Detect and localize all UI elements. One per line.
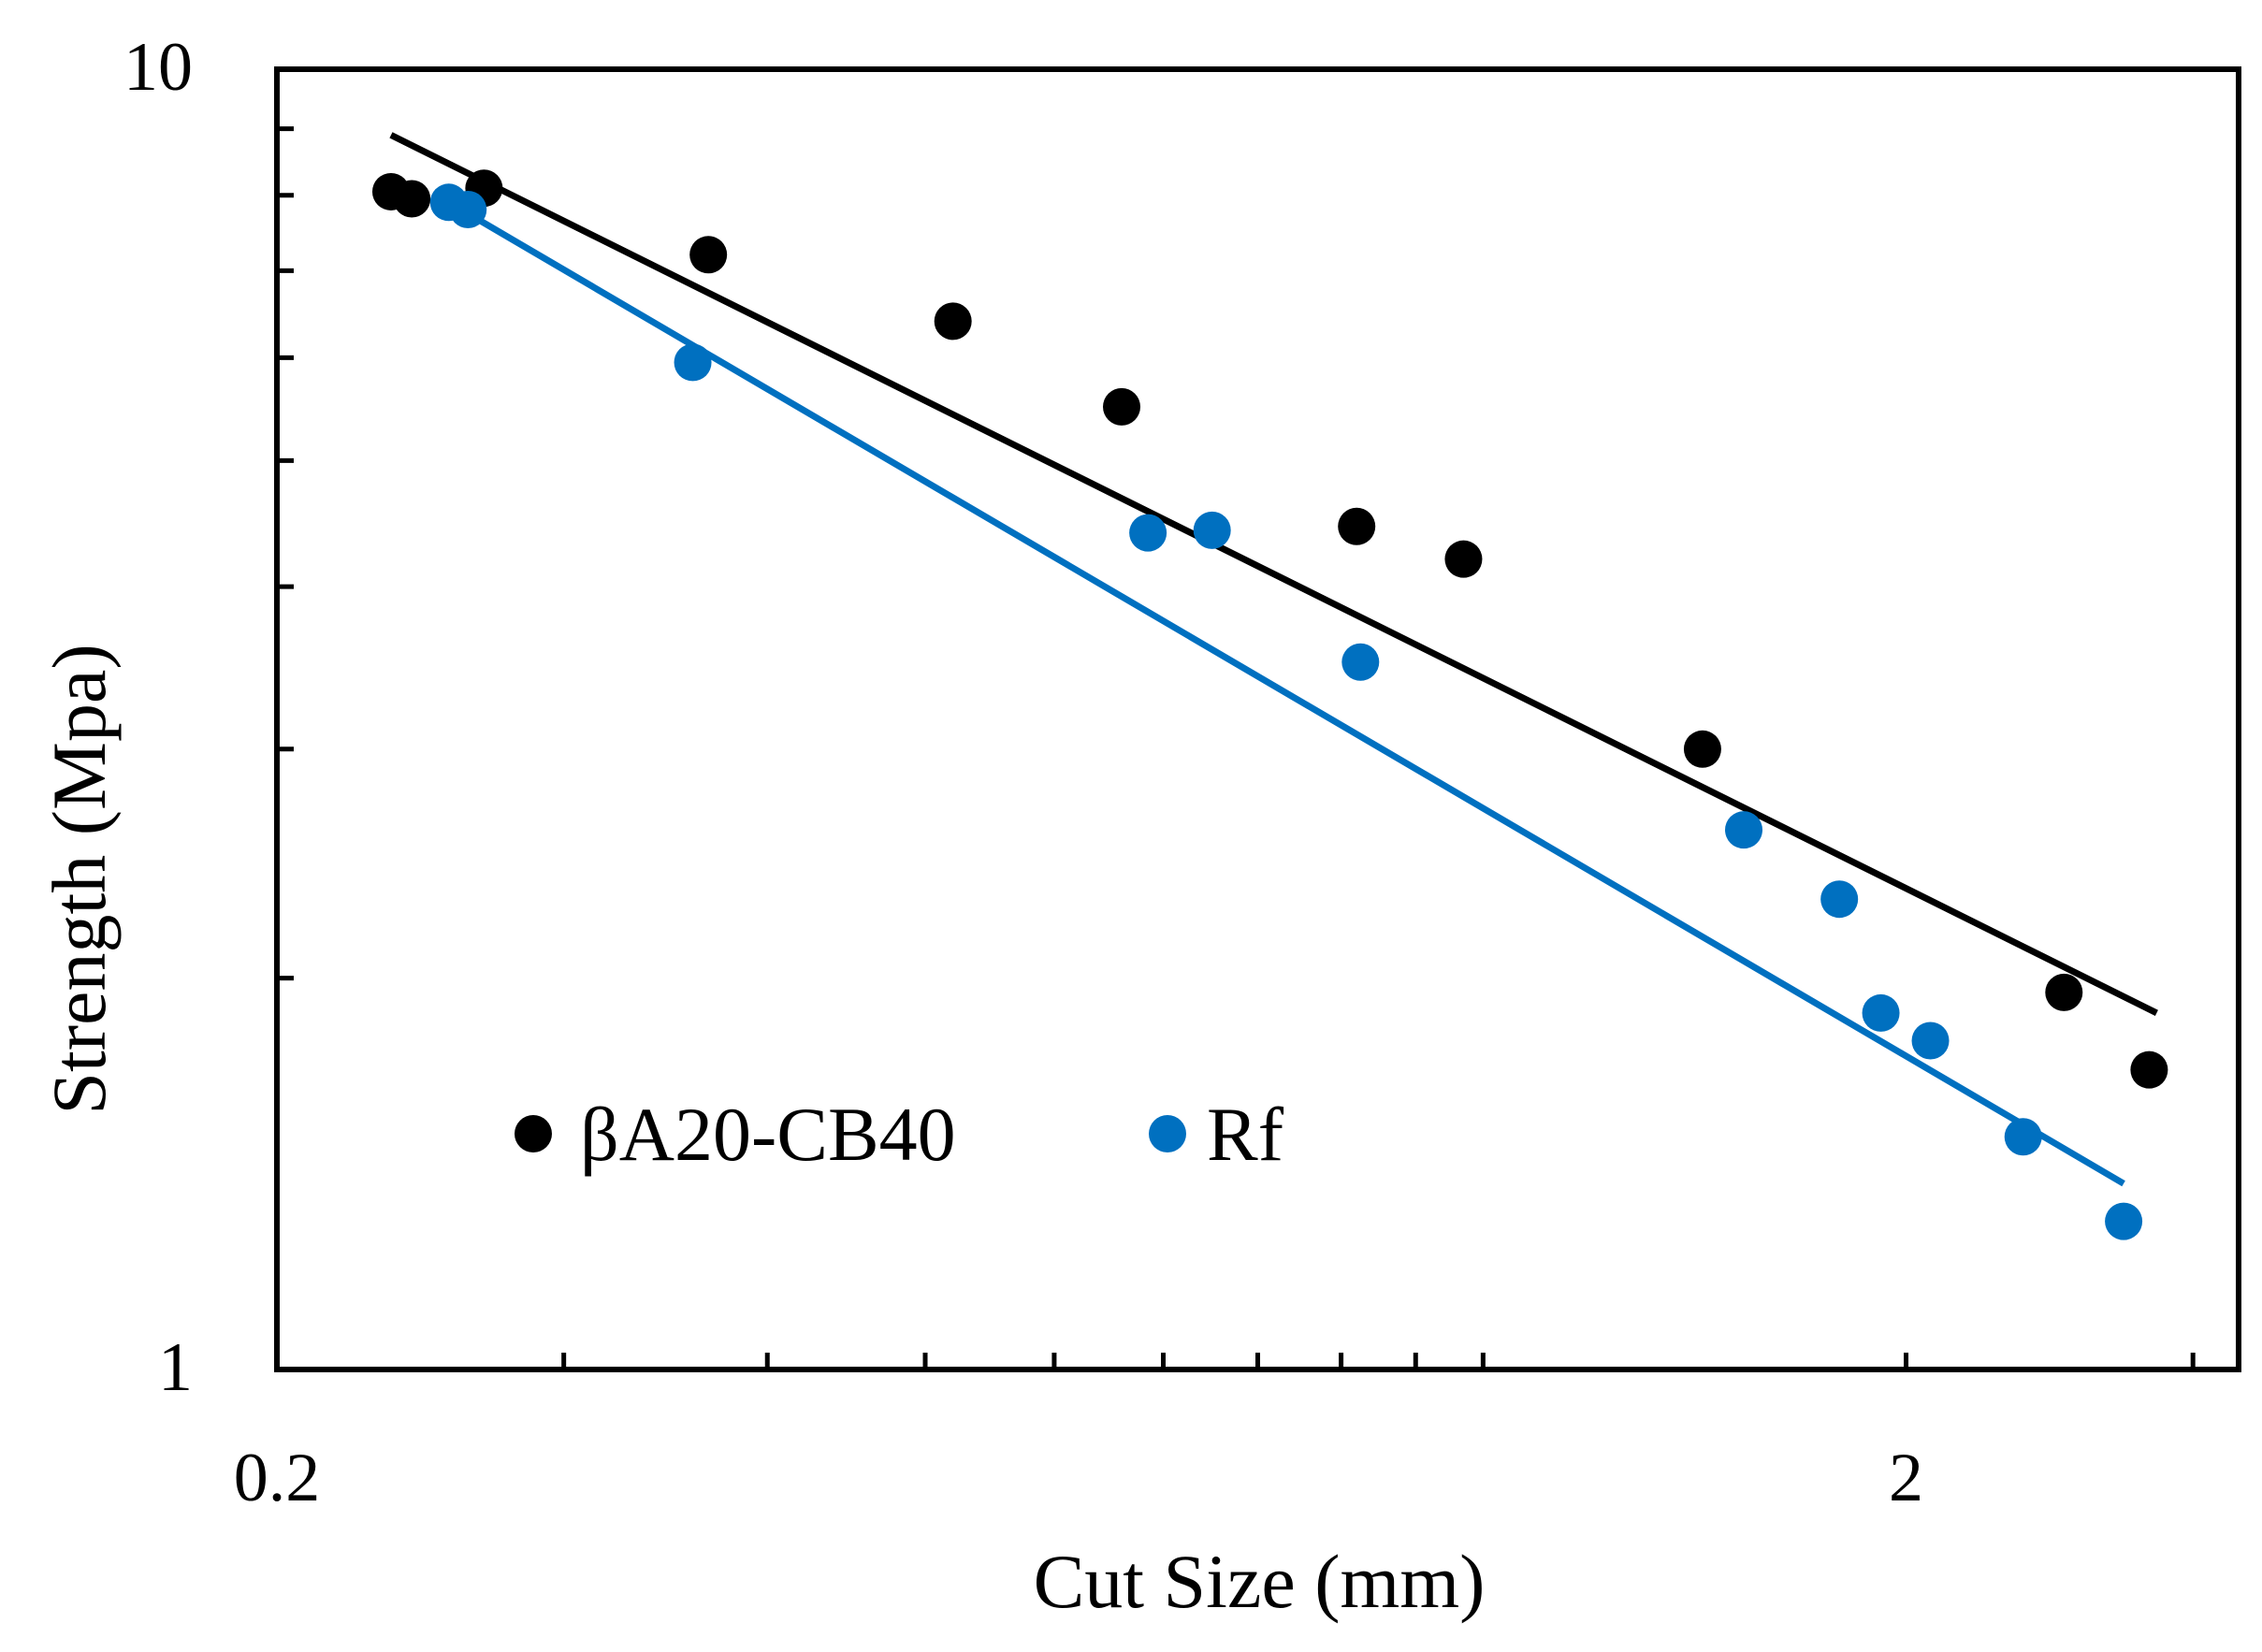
data-point-series-1 (1444, 540, 1483, 578)
data-point-series-1 (1103, 387, 1141, 426)
legend-label-series-2: Rf (1207, 1092, 1284, 1177)
legend-label-series-1: βA20-CB40 (580, 1092, 956, 1177)
data-point-series-1 (689, 236, 728, 274)
y-tick-label: 1 (158, 1329, 193, 1406)
x-axis-title: Cut Size (mm) (1034, 1539, 1486, 1624)
legend: βA20-CB40 Rf (515, 1092, 1284, 1177)
data-point-series-1 (1683, 730, 1721, 768)
data-point-series-1 (2045, 973, 2083, 1011)
data-point-series-2 (1341, 643, 1380, 681)
trendline-series-1 (389, 132, 2158, 1017)
data-point-series-2 (674, 343, 712, 382)
data-point-series-2 (1193, 511, 1231, 549)
x-tick-label: 0.2 (234, 1440, 321, 1516)
data-point-series-2 (1129, 514, 1167, 552)
data-point-series-2 (2105, 1202, 2143, 1240)
data-point-series-1 (393, 180, 431, 218)
trendline-series-2 (446, 199, 2125, 1187)
data-point-series-2 (1911, 1022, 1950, 1060)
plot-area-frame (274, 66, 2241, 1372)
data-point-series-1 (2130, 1051, 2168, 1089)
trendlines (389, 132, 2158, 1187)
data-point-series-1 (934, 302, 972, 341)
data-point-series-2 (1862, 993, 1900, 1032)
data-point-series-2 (2004, 1118, 2042, 1156)
y-axis-title: Strength (Mpa) (36, 644, 122, 1114)
tick-labels: 1 10 0.2 2 (123, 29, 1923, 1516)
data-point-series-2 (1725, 811, 1763, 849)
legend-marker-black (515, 1115, 552, 1152)
legend-marker-blue (1149, 1115, 1186, 1152)
data-points (371, 169, 2168, 1240)
data-point-series-1 (1338, 507, 1376, 545)
data-point-series-2 (449, 190, 487, 228)
x-tick-label: 2 (1889, 1440, 1923, 1516)
data-point-series-2 (1820, 880, 1859, 919)
y-tick-label: 10 (123, 29, 193, 106)
